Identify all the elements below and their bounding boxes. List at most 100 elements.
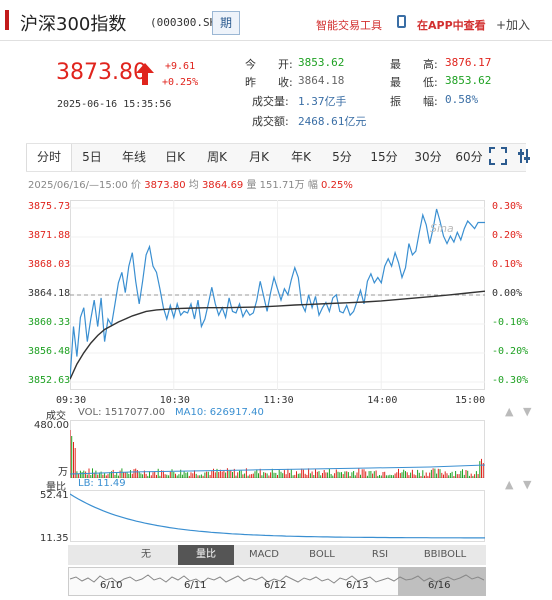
info-price: 3873.80: [144, 180, 186, 191]
tab-yearly-k[interactable]: 年K: [291, 150, 311, 164]
indicator-volume-ratio[interactable]: 量比: [178, 545, 234, 565]
tab-5min[interactable]: 5分: [332, 150, 352, 164]
percent-tick-label: 0.00%: [492, 288, 523, 299]
price-tick-label: 3875.73: [28, 201, 71, 212]
phone-icon: [397, 15, 406, 28]
time-tick-label: 15:00: [455, 395, 486, 406]
accent-bar: [5, 10, 9, 30]
ratio-line: [70, 493, 485, 539]
price-tick-label: 3871.88: [28, 230, 71, 241]
info-vol: 151.71万: [259, 180, 305, 191]
volume-label: 成交量:: [252, 95, 289, 108]
tab-60min[interactable]: 60分: [455, 150, 483, 164]
nav-date-2: 6/11: [184, 580, 207, 591]
indicator-bbiboll[interactable]: BBIBOLL: [423, 549, 467, 560]
turnover-value: 2468.61亿元: [298, 115, 367, 128]
intraday-chart[interactable]: [70, 200, 485, 390]
indicator-boll[interactable]: BOLL: [309, 549, 335, 560]
volume-value: 1.37亿手: [298, 95, 347, 108]
indicator-tabs: 无 量比 MACD BOLL RSI BBIBOLL: [68, 545, 486, 565]
volume-up-arrow-icon[interactable]: ▲: [505, 405, 514, 418]
volume-down-arrow-icon[interactable]: ▼: [523, 405, 532, 418]
info-change: 0.25%: [321, 180, 353, 191]
ma10-readout: MA10: 626917.40: [175, 407, 264, 418]
price-line: [70, 208, 485, 380]
price-tick-label: 3868.03: [28, 259, 71, 270]
volume-unit: 万: [58, 467, 68, 478]
nav-date-5: 6/16: [428, 580, 451, 591]
info-vol-label: 量: [246, 180, 257, 191]
ratio-panel-label: 量比: [46, 482, 66, 493]
header: 沪深300指数 (000300.SH) 期 智能交易工具 在APP中查看 +加入: [0, 0, 552, 40]
volume-bars: [70, 430, 485, 478]
low-label: 最 低:: [390, 76, 438, 89]
high-label: 最 高:: [390, 58, 438, 71]
info-change-label: 幅: [307, 180, 318, 191]
smart-trade-link[interactable]: 智能交易工具: [316, 19, 382, 32]
volume-ratio-line: [70, 493, 485, 539]
change-percent: +0.25%: [162, 77, 199, 88]
period-tabs: 分时 5日 年线 日K 周K 月K 年K 5分 15分 30分 60分: [26, 143, 526, 172]
amplitude-label: 振 幅:: [390, 95, 438, 108]
average-line: [70, 290, 485, 380]
ratio-down-arrow-icon[interactable]: ▼: [523, 478, 532, 491]
add-watchlist-button[interactable]: +加入: [496, 18, 531, 32]
tab-5day[interactable]: 5日: [82, 150, 102, 164]
ratio-chart: [70, 490, 485, 542]
date-navigator[interactable]: [68, 567, 486, 596]
fullscreen-icon[interactable]: [489, 147, 507, 165]
info-avg-label: 均: [188, 180, 199, 191]
turnover-label: 成交额:: [252, 115, 289, 128]
tab-30min[interactable]: 30分: [414, 150, 442, 164]
price-tick-label: 3860.33: [28, 317, 71, 328]
prev-close-value: 3864.18: [298, 74, 345, 87]
indicator-macd[interactable]: MACD: [249, 549, 279, 560]
current-price: 3873.80: [56, 60, 147, 85]
time-tick-label: 14:00: [367, 395, 398, 406]
change-points: +9.61: [165, 61, 196, 72]
tab-intraday[interactable]: 分时: [26, 144, 72, 171]
tab-monthly-k[interactable]: 月K: [249, 150, 269, 164]
index-code: (000300.SH): [150, 16, 223, 29]
indicator-rsi[interactable]: RSI: [371, 549, 389, 560]
info-avg: 3864.69: [201, 180, 244, 191]
nav-date-1: 6/10: [100, 580, 123, 591]
volume-chart: [70, 420, 485, 478]
indicator-none[interactable]: 无: [141, 549, 151, 560]
volume-panel-label: 成交: [46, 411, 66, 422]
ma10-line: [70, 464, 485, 475]
price-tick-label: 3852.63: [28, 375, 71, 386]
ratio-up-arrow-icon[interactable]: ▲: [505, 478, 514, 491]
ratio-max-label: 52.41: [40, 490, 69, 501]
low-value: 3853.62: [445, 74, 492, 87]
lb-readout: LB: 11.49: [78, 478, 126, 489]
percent-tick-label: -0.20%: [492, 346, 529, 357]
intraday-chart-svg: [70, 200, 485, 390]
info-price-label: 价: [131, 180, 142, 191]
settings-icon[interactable]: [517, 147, 531, 165]
percent-tick-label: 0.10%: [492, 259, 523, 270]
high-value: 3876.17: [445, 56, 492, 69]
tab-weekly-k[interactable]: 周K: [207, 150, 227, 164]
tab-15min[interactable]: 15分: [370, 150, 398, 164]
watermark: Sina: [430, 222, 454, 235]
timestamp: 2025-06-16 15:35:56: [57, 99, 172, 110]
time-tick-label: 10:30: [159, 395, 190, 406]
app-link[interactable]: 在APP中查看: [417, 19, 486, 32]
navigator-sparkline: [69, 567, 486, 596]
period-button[interactable]: 期: [212, 11, 240, 35]
tab-year-line[interactable]: 年线: [121, 150, 146, 164]
price-tick-label: 3856.48: [28, 346, 71, 357]
page-title: 沪深300指数: [20, 14, 127, 35]
nav-date-4: 6/13: [346, 580, 369, 591]
header-divider: [0, 40, 552, 41]
time-tick-label: 11:30: [263, 395, 294, 406]
percent-tick-label: 0.30%: [492, 201, 523, 212]
navigator-selection: [398, 567, 486, 596]
up-arrow-icon: [136, 63, 154, 85]
tab-daily-k[interactable]: 日K: [165, 150, 185, 164]
time-tick-label: 09:30: [56, 395, 87, 406]
open-label: 今 开:: [245, 58, 293, 71]
prev-close-label: 昨 收:: [245, 76, 293, 89]
volume-max-label: 480.00: [34, 420, 69, 431]
